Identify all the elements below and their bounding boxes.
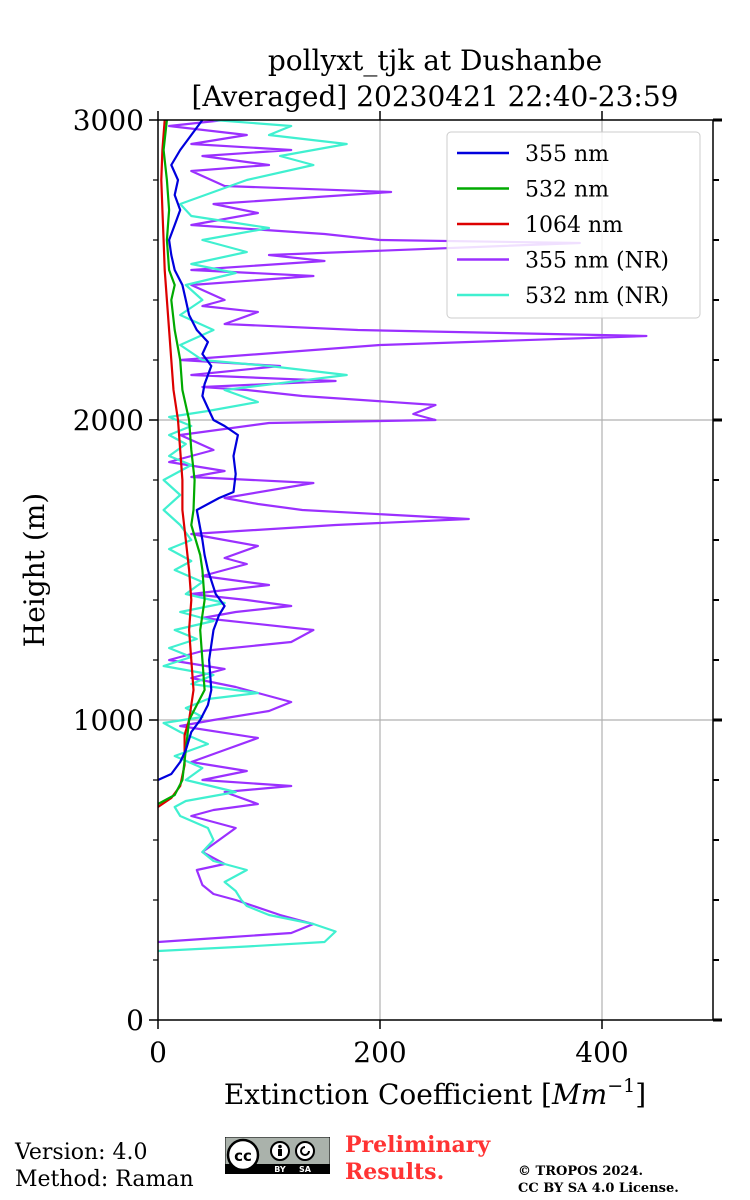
data-series: [158, 120, 648, 953]
legend-label: 532 nm: [525, 178, 609, 203]
legend-label: 532 nm (NR): [525, 284, 669, 309]
y-tick-label: 2000: [73, 404, 144, 437]
cc-icon: cc: [234, 1147, 252, 1165]
legend-label: 355 nm: [525, 142, 609, 167]
x-axis-label: Extinction Coefficient [Mm−1]: [224, 1075, 646, 1111]
x-axis-label-unit: Mm: [551, 1078, 607, 1111]
results-label: Results.: [345, 1159, 445, 1185]
x-axis-label-exponent: −1: [607, 1075, 635, 1097]
plot-frame: [157, 119, 714, 1021]
y-axis-label: Height (m): [18, 493, 51, 647]
legend-label: 355 nm (NR): [525, 249, 669, 274]
sa-text: SA: [299, 1165, 312, 1174]
series-line-0: [158, 120, 239, 782]
x-tick-label: 400: [575, 1036, 628, 1069]
by-text: BY: [274, 1165, 286, 1174]
legend: 355 nm 532 nm 1064 nm 355 nm (NR) 532 nm (NR…: [446, 131, 701, 319]
chart-title-line1: pollyxt_tjk at Dushanbe: [268, 44, 602, 77]
x-tick-label: 200: [353, 1036, 406, 1069]
chart-title-line2: [Averaged] 20230421 22:40-23:59: [192, 80, 679, 113]
cc-license-badge: cc BY SA: [225, 1137, 330, 1174]
axis-ticks: 0 200 400 0 1000 2000 3000: [73, 104, 722, 1069]
extinction-chart: pollyxt_tjk at Dushanbe [Averaged] 20230…: [18, 44, 722, 1111]
method-label: Method: Raman: [15, 1167, 194, 1192]
legend-label: 1064 nm: [525, 213, 623, 238]
x-axis-label-close: ]: [635, 1078, 646, 1111]
y-tick-label: 3000: [73, 104, 144, 137]
y-tick-label: 1000: [73, 704, 144, 737]
version-label: Version: 4.0: [15, 1140, 148, 1165]
copyright-line-1: © TROPOS 2024.: [518, 1164, 644, 1179]
x-tick-label: 0: [149, 1036, 167, 1069]
legend-box: [446, 131, 701, 319]
preliminary-label: Preliminary: [345, 1132, 491, 1158]
copyright-line-2: CC BY SA 4.0 License.: [518, 1181, 679, 1196]
x-axis-label-text: Extinction Coefficient [: [224, 1078, 552, 1111]
series-line-1: [158, 120, 206, 805]
y-tick-label: 0: [126, 1004, 144, 1037]
sa-icon: [295, 1141, 315, 1161]
series-line-2: [158, 120, 195, 808]
